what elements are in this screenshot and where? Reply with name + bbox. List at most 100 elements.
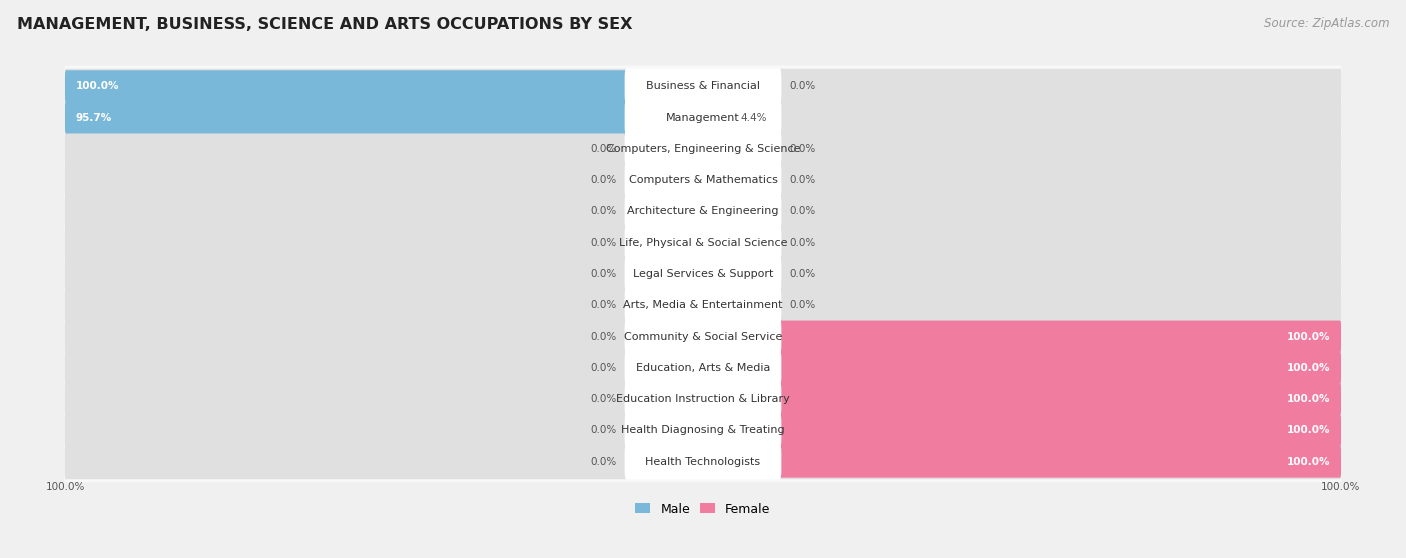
Text: Community & Social Service: Community & Social Service [624,331,782,341]
Text: 0.0%: 0.0% [789,81,815,92]
FancyBboxPatch shape [702,320,1341,353]
Text: 100.0%: 100.0% [1320,482,1360,492]
FancyBboxPatch shape [65,102,676,133]
FancyBboxPatch shape [624,287,782,323]
FancyBboxPatch shape [702,415,1341,446]
FancyBboxPatch shape [702,162,1341,198]
FancyBboxPatch shape [702,352,1341,384]
Text: 95.7%: 95.7% [76,113,111,123]
Text: 0.0%: 0.0% [591,300,617,310]
Text: 100.0%: 100.0% [46,482,86,492]
Text: 0.0%: 0.0% [789,144,815,154]
FancyBboxPatch shape [65,316,1341,357]
FancyBboxPatch shape [624,381,782,417]
FancyBboxPatch shape [624,444,782,480]
Text: Source: ZipAtlas.com: Source: ZipAtlas.com [1264,17,1389,30]
FancyBboxPatch shape [702,194,1341,229]
FancyBboxPatch shape [65,69,704,104]
Text: 100.0%: 100.0% [1286,331,1330,341]
FancyBboxPatch shape [702,69,1341,104]
FancyBboxPatch shape [702,131,1341,166]
FancyBboxPatch shape [702,288,1341,323]
FancyBboxPatch shape [65,128,1341,170]
FancyBboxPatch shape [702,102,733,133]
Text: 100.0%: 100.0% [1286,394,1330,404]
Text: Education Instruction & Library: Education Instruction & Library [616,394,790,404]
Text: 0.0%: 0.0% [591,394,617,404]
FancyBboxPatch shape [65,350,704,386]
FancyBboxPatch shape [624,68,782,104]
FancyBboxPatch shape [702,382,1341,417]
FancyBboxPatch shape [702,257,1341,291]
FancyBboxPatch shape [624,99,782,136]
FancyBboxPatch shape [65,131,704,166]
FancyBboxPatch shape [624,256,782,292]
FancyBboxPatch shape [65,162,704,198]
Text: Management: Management [666,113,740,123]
Text: 0.0%: 0.0% [591,425,617,435]
Text: 0.0%: 0.0% [591,269,617,279]
Legend: Male, Female: Male, Female [630,498,776,521]
FancyBboxPatch shape [65,378,1341,420]
Text: 0.0%: 0.0% [789,206,815,217]
FancyBboxPatch shape [702,383,1341,415]
FancyBboxPatch shape [65,382,704,417]
Text: 0.0%: 0.0% [591,331,617,341]
Text: 100.0%: 100.0% [76,81,120,92]
FancyBboxPatch shape [65,70,704,102]
FancyBboxPatch shape [65,347,1341,388]
Text: Computers & Mathematics: Computers & Mathematics [628,175,778,185]
FancyBboxPatch shape [65,160,1341,201]
Text: Education, Arts & Media: Education, Arts & Media [636,363,770,373]
Text: Health Diagnosing & Treating: Health Diagnosing & Treating [621,425,785,435]
FancyBboxPatch shape [65,288,704,323]
FancyBboxPatch shape [702,413,1341,448]
FancyBboxPatch shape [65,97,1341,138]
FancyBboxPatch shape [65,285,1341,326]
Text: 0.0%: 0.0% [789,300,815,310]
FancyBboxPatch shape [702,350,1341,386]
FancyBboxPatch shape [65,444,704,479]
Text: Legal Services & Support: Legal Services & Support [633,269,773,279]
FancyBboxPatch shape [65,66,1341,107]
Text: 0.0%: 0.0% [789,175,815,185]
FancyBboxPatch shape [65,441,1341,482]
Text: 0.0%: 0.0% [591,175,617,185]
FancyBboxPatch shape [702,100,1341,135]
Text: MANAGEMENT, BUSINESS, SCIENCE AND ARTS OCCUPATIONS BY SEX: MANAGEMENT, BUSINESS, SCIENCE AND ARTS O… [17,17,633,32]
Text: 0.0%: 0.0% [591,456,617,466]
FancyBboxPatch shape [65,225,704,260]
Text: 0.0%: 0.0% [591,238,617,248]
FancyBboxPatch shape [65,194,704,229]
Text: 100.0%: 100.0% [1286,363,1330,373]
Text: Computers, Engineering & Science: Computers, Engineering & Science [606,144,800,154]
FancyBboxPatch shape [702,446,1341,478]
Text: 0.0%: 0.0% [591,363,617,373]
Text: Arts, Media & Entertainment: Arts, Media & Entertainment [623,300,783,310]
FancyBboxPatch shape [65,410,1341,451]
FancyBboxPatch shape [702,444,1341,479]
Text: 100.0%: 100.0% [1286,425,1330,435]
FancyBboxPatch shape [65,413,704,448]
FancyBboxPatch shape [624,412,782,448]
FancyBboxPatch shape [624,131,782,167]
Text: 0.0%: 0.0% [789,238,815,248]
FancyBboxPatch shape [65,222,1341,263]
Text: Architecture & Engineering: Architecture & Engineering [627,206,779,217]
FancyBboxPatch shape [624,319,782,354]
FancyBboxPatch shape [65,191,1341,232]
Text: Health Technologists: Health Technologists [645,456,761,466]
Text: Business & Financial: Business & Financial [645,81,761,92]
FancyBboxPatch shape [624,350,782,386]
Text: 0.0%: 0.0% [591,144,617,154]
FancyBboxPatch shape [624,225,782,261]
Text: 4.4%: 4.4% [741,113,768,123]
FancyBboxPatch shape [65,253,1341,295]
FancyBboxPatch shape [65,100,704,135]
FancyBboxPatch shape [65,257,704,291]
Text: 0.0%: 0.0% [789,269,815,279]
FancyBboxPatch shape [624,194,782,229]
FancyBboxPatch shape [702,319,1341,354]
Text: Life, Physical & Social Science: Life, Physical & Social Science [619,238,787,248]
Text: 100.0%: 100.0% [1286,456,1330,466]
